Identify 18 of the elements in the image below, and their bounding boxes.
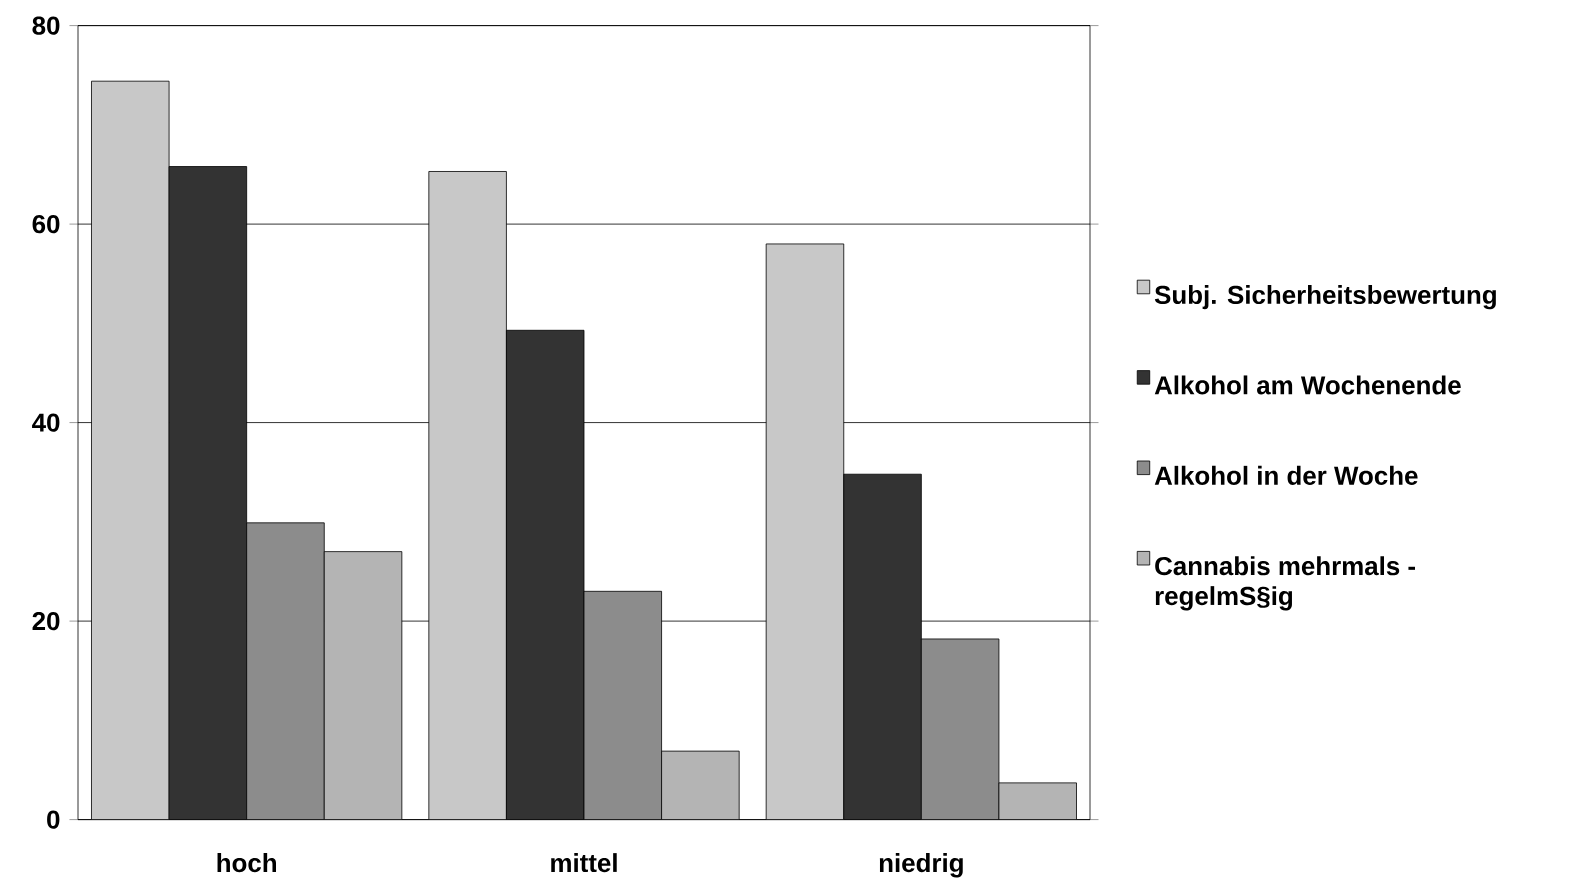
bar [661,750,740,820]
bar [91,80,170,820]
bar [428,171,507,820]
legend-label: Cannabis mehrmals - regelmS§ig [1155,556,1416,611]
bar [998,782,1077,820]
y-tick-label: 40 [32,413,60,432]
legend-label: Alkohol in der Woche [1154,465,1418,485]
bar [323,551,403,820]
bar [765,243,845,820]
x-tick-label: mittel [551,853,617,873]
y-tick-label: 0 [47,810,60,829]
y-tick-label: 60 [32,214,60,234]
legend-label: Subj. Sicherheitsbewertung [1154,285,1496,310]
y-tick-label: 80 [32,16,60,35]
x-tick-label: niedrig [879,853,963,878]
legend-label: Alkohol am Wochenende [1154,375,1461,395]
y-tick-label: 20 [32,611,60,631]
x-tick-label: hoch [217,853,276,873]
